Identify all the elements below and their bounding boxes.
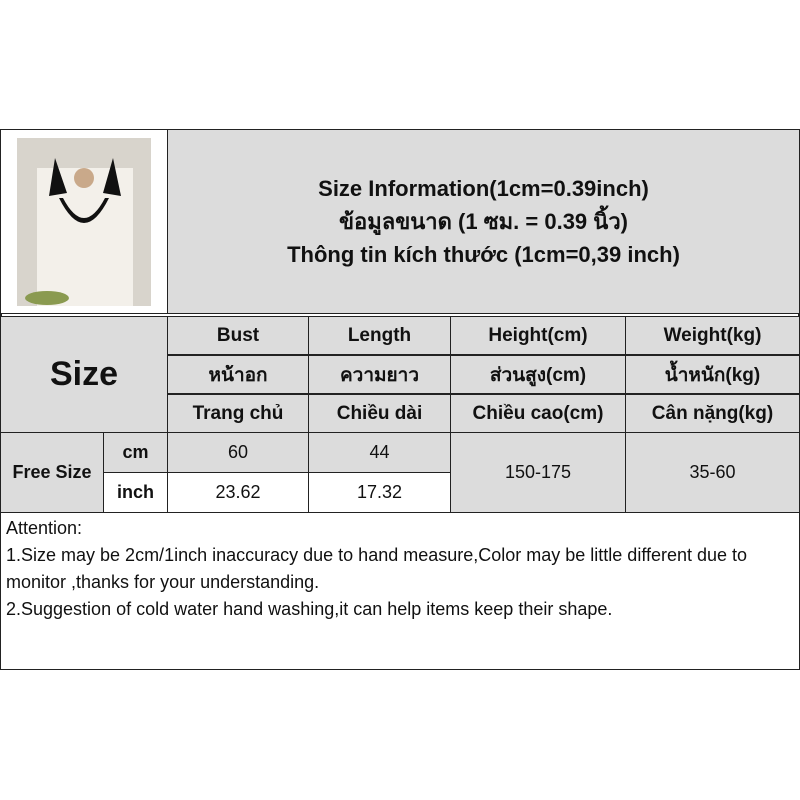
bust-inch: 23.62 — [167, 472, 309, 513]
header-weight-th: น้ำหนัก(kg) — [625, 355, 800, 394]
weight-range: 35-60 — [625, 432, 800, 513]
product-photo-cell — [0, 129, 168, 314]
header-height-vi: Chiều cao(cm) — [450, 394, 626, 433]
free-size-label: Free Size — [0, 432, 104, 513]
product-photo — [17, 137, 151, 306]
header-length-vi: Chiều dài — [308, 394, 451, 433]
title-english: Size Information(1cm=0.39inch) — [318, 176, 649, 201]
header-height-en: Height(cm) — [450, 316, 626, 355]
header-weight-en: Weight(kg) — [625, 316, 800, 355]
title-vietnamese: Thông tin kích thước (1cm=0,39 inch) — [287, 242, 680, 267]
length-cm: 44 — [308, 432, 451, 473]
header-length-en: Length — [308, 316, 451, 355]
unit-inch: inch — [103, 472, 168, 513]
attention-heading: Attention: — [6, 518, 83, 538]
height-range: 150-175 — [450, 432, 626, 513]
unit-cm: cm — [103, 432, 168, 473]
size-info-title: Size Information(1cm=0.39inch) ข้อมูลขนา… — [167, 129, 800, 314]
attention-note-1: 1.Size may be 2cm/1inch inaccuracy due t… — [6, 545, 748, 592]
bust-cm: 60 — [167, 432, 309, 473]
attention-notes: Attention: 1.Size may be 2cm/1inch inacc… — [0, 512, 800, 670]
header-height-th: ส่วนสูง(cm) — [450, 355, 626, 394]
header-bust-th: หน้าอก — [167, 355, 309, 394]
size-label: Size — [0, 316, 168, 433]
title-thai: ข้อมูลขนาด (1 ซม. = 0.39 นิ้ว) — [338, 209, 628, 234]
header-weight-vi: Cân nặng(kg) — [625, 394, 800, 433]
attention-note-2: 2.Suggestion of cold water hand washing,… — [6, 599, 613, 619]
header-length-th: ความยาว — [308, 355, 451, 394]
header-bust-en: Bust — [167, 316, 309, 355]
header-bust-vi: Trang chủ — [167, 394, 309, 433]
length-inch: 17.32 — [308, 472, 451, 513]
